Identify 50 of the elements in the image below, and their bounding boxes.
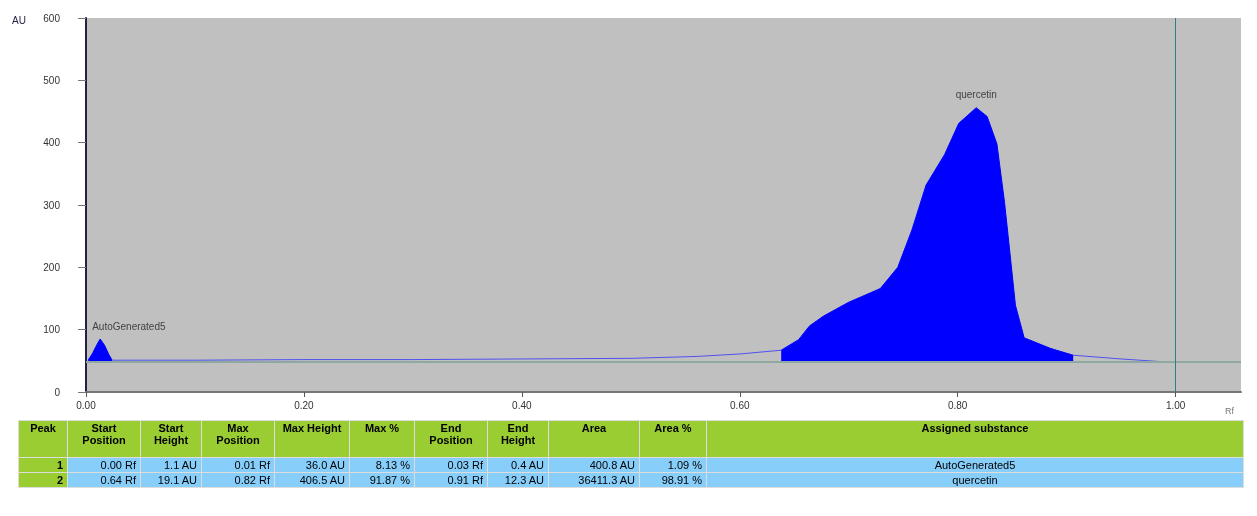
category-label: Start Position [67, 420, 141, 458]
text: 2 [56, 474, 63, 486]
text: 0.91 Rf [447, 474, 483, 486]
y-tick-label: 0 [54, 386, 61, 398]
text: 0.00 Rf [100, 459, 136, 471]
text: 0.82 Rf [234, 474, 270, 486]
text: 36411.3 AU [578, 474, 635, 486]
y-tick-label: 200 [43, 261, 61, 273]
text: 0.01 Rf [234, 459, 270, 471]
y-tick-label: 500 [43, 74, 61, 86]
y-axis-title: AU [12, 14, 26, 26]
category-label: Area % [639, 420, 707, 458]
x-tick-label: 0.00 [76, 399, 97, 411]
y-tick-label: 100 [43, 324, 61, 336]
y-tick-label: 400 [43, 137, 61, 149]
category-label: Max Height [274, 420, 350, 458]
text: 0.03 Rf [447, 459, 483, 471]
category-label: Max % [349, 420, 415, 458]
text: 91.87 % [369, 474, 410, 486]
x-tick-label: 1.00 [1165, 399, 1186, 411]
text: 1.1 AU [163, 459, 197, 471]
text: quercetin [952, 474, 998, 486]
text: AutoGenerated5 [934, 459, 1016, 471]
x-tick-label: 0.40 [512, 399, 533, 411]
y-tick-label: 300 [43, 199, 61, 211]
text: 0.4 AU [510, 459, 544, 471]
text: 1.09 % [667, 459, 702, 471]
text: 406.5 AU [299, 474, 345, 486]
text: 8.13 % [375, 459, 410, 471]
text: 400.8 AU [589, 459, 635, 471]
annotation: quercetin [955, 89, 997, 101]
category-label: Area [548, 420, 640, 458]
x-tick-label: 0.20 [294, 399, 315, 411]
x-tick-label: 0.60 [730, 399, 750, 411]
annotation: AutoGenerated5 [92, 320, 166, 332]
category-label: End Height [487, 420, 549, 458]
text: 98.91 % [661, 474, 702, 486]
text: 36.0 AU [305, 459, 345, 471]
category-label: Peak [18, 420, 68, 458]
category-label: End Position [414, 420, 488, 458]
x-axis-title: Rf [1225, 405, 1235, 416]
category-label: Assigned substance [706, 420, 1244, 458]
text: 19.1 AU [157, 474, 197, 486]
x-tick-label: 0.80 [947, 399, 968, 411]
category-label: Start Height [140, 420, 202, 458]
y-tick-label: 600 [43, 12, 61, 24]
text: 0.64 Rf [100, 474, 136, 486]
text: 12.3 AU [504, 474, 544, 486]
text: 1 [56, 459, 63, 471]
category-label: Max Position [201, 420, 275, 458]
